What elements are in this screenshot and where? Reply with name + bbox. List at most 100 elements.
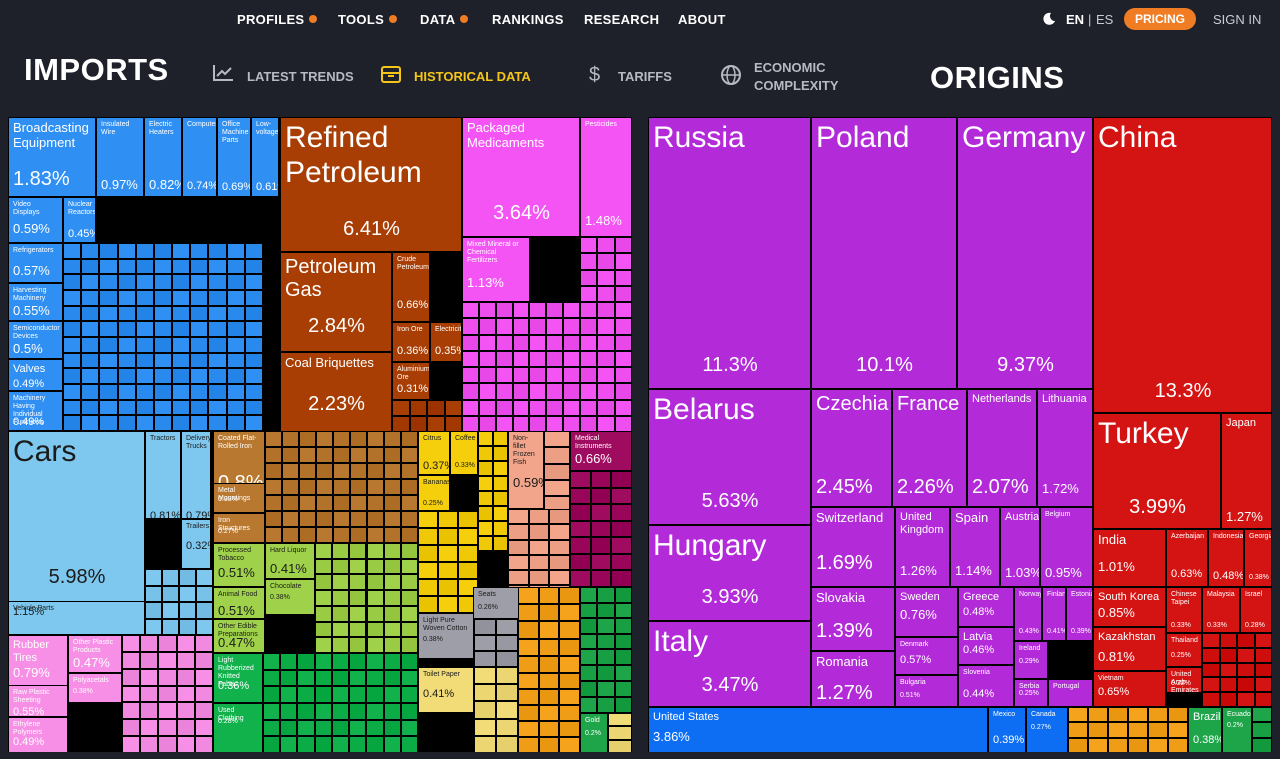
imports-minor-cell[interactable] — [518, 673, 539, 689]
imports-minor-cell[interactable] — [570, 471, 591, 488]
origins-cell-finland[interactable]: Finland 0.41% — [1042, 587, 1066, 641]
imports-minor-cell[interactable] — [546, 383, 564, 400]
imports-minor-cell[interactable] — [176, 719, 195, 737]
imports-minor-cell[interactable] — [549, 570, 570, 586]
imports-minor-cell[interactable] — [512, 334, 530, 351]
imports-minor-cell[interactable] — [208, 243, 227, 259]
imports-minor-cell[interactable] — [528, 509, 550, 525]
imports-minor-cell[interactable] — [462, 399, 479, 416]
imports-minor-cell[interactable] — [190, 243, 209, 259]
imports-minor-cell[interactable] — [282, 479, 299, 495]
imports-minor-cell[interactable] — [172, 305, 191, 322]
imports-minor-cell[interactable] — [508, 509, 529, 525]
imports-minor-cell[interactable] — [384, 527, 401, 543]
imports-minor-cell[interactable] — [590, 537, 612, 554]
imports-minor-cell[interactable] — [580, 587, 598, 603]
imports-minor-cell[interactable] — [474, 635, 496, 651]
imports-minor-cell[interactable] — [366, 686, 384, 703]
imports-minor-cell[interactable] — [316, 447, 333, 463]
origins-cell-serbia[interactable]: Serbia 0.25% — [1014, 679, 1048, 707]
imports-minor-cell[interactable] — [297, 686, 315, 703]
imports-minor-cell[interactable] — [63, 399, 82, 416]
imports-minor-cell[interactable] — [384, 447, 401, 463]
imports-minor-cell[interactable] — [117, 258, 136, 275]
origins-cell-malaysia[interactable]: Malaysia 0.33% — [1202, 587, 1240, 633]
imports-minor-cell[interactable] — [244, 305, 263, 322]
origins-cell-slovenia[interactable]: Slovenia 0.44% — [958, 665, 1014, 707]
imports-minor-cell[interactable] — [401, 463, 418, 479]
imports-minor-cell[interactable] — [99, 321, 118, 337]
imports-minor-cell[interactable] — [332, 574, 350, 591]
imports-minor-cell[interactable] — [614, 350, 632, 367]
imports-minor-cell[interactable] — [349, 621, 367, 638]
imports-minor-cell[interactable] — [81, 368, 100, 384]
imports-minor-cell[interactable] — [474, 701, 496, 719]
imports-minor-cell[interactable] — [190, 352, 209, 369]
imports-minor-cell[interactable] — [546, 399, 564, 416]
origins-minor-cell[interactable] — [1202, 677, 1220, 693]
imports-minor-cell[interactable] — [383, 605, 401, 622]
imports-minor-cell[interactable] — [179, 585, 196, 602]
origins-cell-poland[interactable]: Poland 10.1% — [811, 117, 957, 389]
imports-minor-cell[interactable] — [580, 618, 598, 634]
imports-minor-cell[interactable] — [549, 524, 570, 540]
origins-cell-estonia[interactable]: Estonia 0.39% — [1066, 587, 1093, 641]
imports-minor-cell[interactable] — [418, 579, 438, 596]
imports-minor-cell[interactable] — [263, 653, 281, 670]
imports-minor-cell[interactable] — [265, 495, 282, 511]
imports-minor-cell[interactable] — [611, 570, 632, 587]
imports-cell-other-edible-preparations[interactable]: Other Edible Preparations 0.47% — [213, 619, 265, 653]
imports-minor-cell[interactable] — [383, 637, 401, 653]
imports-minor-cell[interactable] — [366, 637, 384, 653]
imports-minor-cell[interactable] — [190, 368, 209, 384]
imports-minor-cell[interactable] — [611, 537, 632, 554]
origins-cell-bulgaria[interactable]: Bulgaria 0.51% — [895, 675, 958, 707]
origins-cell-germany[interactable]: Germany 9.37% — [957, 117, 1093, 389]
imports-minor-cell[interactable] — [179, 618, 196, 635]
imports-minor-cell[interactable] — [546, 367, 564, 384]
imports-minor-cell[interactable] — [194, 668, 213, 686]
imports-minor-cell[interactable] — [518, 587, 539, 605]
imports-minor-cell[interactable] — [544, 479, 570, 496]
imports-minor-cell[interactable] — [546, 318, 564, 335]
imports-minor-cell[interactable] — [158, 702, 177, 720]
imports-minor-cell[interactable] — [580, 697, 598, 713]
imports-minor-cell[interactable] — [297, 736, 315, 753]
imports-minor-cell[interactable] — [367, 447, 384, 463]
imports-minor-cell[interactable] — [493, 446, 508, 461]
imports-minor-cell[interactable] — [474, 651, 496, 667]
imports-minor-cell[interactable] — [314, 736, 332, 753]
imports-minor-cell[interactable] — [611, 471, 632, 488]
imports-minor-cell[interactable] — [81, 290, 100, 306]
imports-minor-cell[interactable] — [190, 399, 209, 416]
imports-minor-cell[interactable] — [383, 719, 401, 737]
imports-minor-cell[interactable] — [244, 415, 263, 431]
imports-minor-cell[interactable] — [563, 415, 580, 432]
imports-minor-cell[interactable] — [280, 703, 298, 720]
imports-minor-cell[interactable] — [528, 554, 550, 570]
imports-minor-cell[interactable] — [614, 253, 632, 270]
imports-minor-cell[interactable] — [208, 274, 227, 290]
imports-minor-cell[interactable] — [122, 668, 141, 686]
imports-minor-cell[interactable] — [145, 618, 162, 635]
imports-minor-cell[interactable] — [265, 511, 282, 527]
imports-minor-cell[interactable] — [208, 399, 227, 416]
origins-minor-cell[interactable] — [1108, 707, 1128, 723]
imports-minor-cell[interactable] — [608, 713, 632, 727]
imports-minor-cell[interactable] — [331, 686, 350, 703]
imports-minor-cell[interactable] — [366, 719, 384, 737]
imports-minor-cell[interactable] — [383, 686, 401, 703]
imports-minor-cell[interactable] — [580, 302, 598, 319]
imports-cell-metal-mountings[interactable]: Metal Mountings 0.33% — [213, 483, 265, 513]
imports-cell-bananas[interactable]: Bananas 0.25% — [418, 475, 450, 511]
origins-cell-united-states[interactable]: United States 3.86% — [648, 707, 988, 753]
imports-minor-cell[interactable] — [172, 399, 191, 416]
imports-minor-cell[interactable] — [478, 461, 493, 476]
imports-cell-ethylene-polymers[interactable]: Ethylene Polymers 0.49% — [8, 717, 68, 753]
imports-minor-cell[interactable] — [409, 416, 427, 432]
origins-minor-cell[interactable] — [1168, 722, 1188, 738]
imports-minor-cell[interactable] — [176, 702, 195, 720]
imports-minor-cell[interactable] — [597, 302, 615, 319]
origins-cell-ireland[interactable]: Ireland 0.29% — [1014, 641, 1048, 679]
imports-minor-cell[interactable] — [570, 487, 591, 505]
